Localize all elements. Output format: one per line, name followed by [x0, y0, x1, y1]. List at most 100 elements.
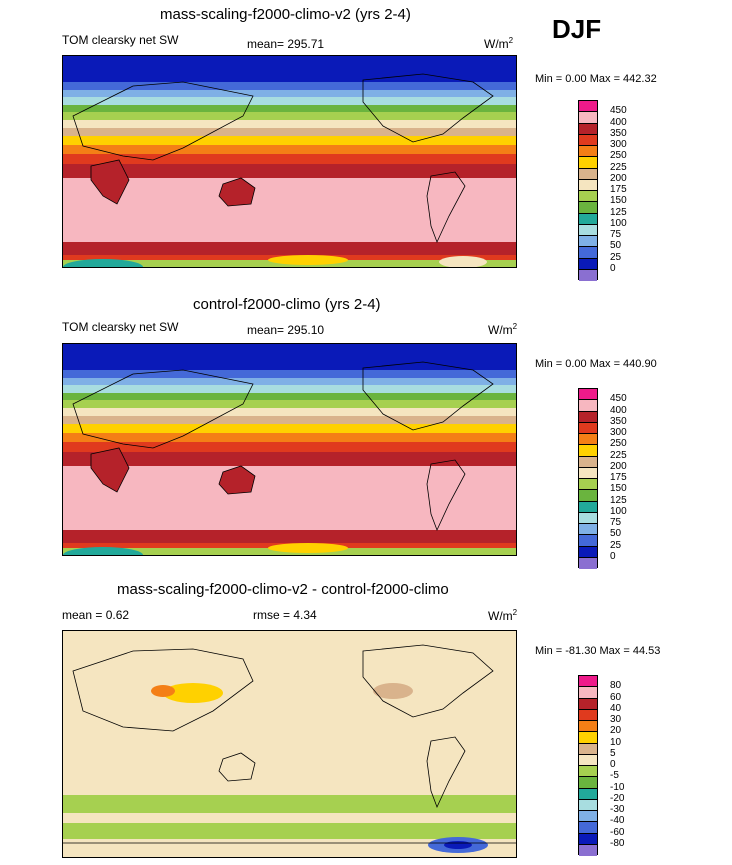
panel2-field [63, 344, 516, 555]
colorbar-cell [579, 236, 597, 248]
panel3-colorbar [578, 675, 598, 856]
colorbar-label: 300 [610, 139, 627, 150]
panel3-mean: mean = 0.62 [62, 608, 130, 622]
colorbar-cell [579, 698, 597, 710]
colorbar-cell [579, 213, 597, 225]
panel2-title: control-f2000-climo (yrs 2-4) [193, 296, 381, 313]
colorbar-label: 100 [610, 505, 627, 517]
colorbar-label: 0 [610, 550, 616, 562]
panel3-field [63, 631, 516, 857]
colorbar-label: 25 [610, 251, 622, 263]
panel2-variable: TOM clearsky net SW [62, 320, 179, 334]
colorbar-label: 150 [610, 195, 627, 207]
panel1-map [62, 55, 517, 268]
colorbar-label: -5 [610, 770, 619, 782]
colorbar-label: 20 [610, 725, 622, 737]
colorbar-label: 350 [610, 415, 627, 427]
colorbar-cell [579, 788, 597, 800]
colorbar-label: 10 [610, 736, 622, 748]
panel1-field [63, 56, 516, 267]
colorbar-label: 450 [610, 393, 627, 405]
colorbar-label: -20 [610, 792, 625, 804]
colorbar-cell [579, 687, 597, 699]
colorbar-cell [579, 524, 597, 536]
colorbar-label: 150 [610, 483, 627, 495]
colorbar-cell [579, 191, 597, 203]
colorbar-label: 100 [610, 217, 627, 229]
panel1-colorbar [578, 100, 598, 281]
colorbar-cell [579, 512, 597, 524]
colorbar-label: 125 [610, 494, 627, 506]
colorbar-cell [579, 535, 597, 547]
colorbar-cell [579, 490, 597, 502]
colorbar-cell [579, 247, 597, 259]
colorbar-label: -30 [610, 804, 625, 815]
colorbar-label: 200 [610, 460, 627, 472]
colorbar-cell [579, 456, 597, 468]
colorbar-cell [579, 112, 597, 124]
colorbar-label: 400 [610, 404, 627, 416]
colorbar-cell [579, 202, 597, 214]
colorbar-cell [579, 754, 597, 766]
colorbar-cell [579, 411, 597, 423]
panel3-minmax: Min = -81.30 Max = 44.53 [535, 645, 661, 657]
panel2-map [62, 343, 517, 556]
colorbar-cell [579, 400, 597, 412]
colorbar-label: 0 [610, 262, 616, 274]
colorbar-label: 75 [610, 517, 622, 528]
panel2-minmax: Min = 0.00 Max = 440.90 [535, 358, 657, 370]
panel1-variable: TOM clearsky net SW [62, 33, 179, 47]
colorbar-cell [579, 434, 597, 446]
colorbar-cell [579, 422, 597, 434]
colorbar-label: 175 [610, 184, 627, 195]
colorbar-label: 50 [610, 240, 622, 252]
colorbar-label: 125 [610, 206, 627, 218]
colorbar-cell [579, 811, 597, 823]
colorbar-cell [579, 833, 597, 845]
panel3-rmse: rmse = 4.34 [253, 608, 317, 622]
panel1-units: W/m2 [484, 36, 514, 51]
colorbar-cell [579, 743, 597, 755]
colorbar-label: 200 [610, 172, 627, 184]
colorbar-cell [579, 134, 597, 146]
colorbar-cell [579, 224, 597, 236]
colorbar-label: -40 [610, 815, 625, 827]
colorbar-label: 5 [610, 747, 616, 759]
colorbar-label: 225 [610, 449, 627, 461]
colorbar-cell [579, 546, 597, 558]
colorbar-cell [579, 101, 597, 113]
panel3-title: mass-scaling-f2000-climo-v2 - control-f2… [117, 581, 449, 598]
colorbar-cell [579, 799, 597, 811]
colorbar-label: -10 [610, 781, 625, 793]
panel1-minmax: Min = 0.00 Max = 442.32 [535, 73, 657, 85]
panel1-title: mass-scaling-f2000-climo-v2 (yrs 2-4) [160, 6, 411, 23]
colorbar-cell [579, 844, 597, 856]
panel1-mean: mean= 295.71 [247, 37, 325, 51]
panel2-mean: mean= 295.10 [247, 323, 325, 337]
colorbar-label: 250 [610, 438, 627, 450]
colorbar-cell [579, 467, 597, 479]
colorbar-label: 250 [610, 150, 627, 162]
colorbar-cell [579, 123, 597, 135]
colorbar-label: 175 [610, 472, 627, 483]
colorbar-cell [579, 258, 597, 270]
colorbar-cell [579, 676, 597, 688]
panel3-map [62, 630, 517, 858]
colorbar-label: 25 [610, 539, 622, 551]
colorbar-label: 75 [610, 229, 622, 240]
colorbar-label: 60 [610, 691, 622, 703]
colorbar-cell [579, 732, 597, 744]
colorbar-cell [579, 389, 597, 401]
colorbar-cell [579, 269, 597, 281]
season-label: DJF [552, 14, 602, 44]
colorbar-cell [579, 501, 597, 513]
colorbar-label: 50 [610, 528, 622, 540]
colorbar-label: 350 [610, 127, 627, 139]
colorbar-label: 300 [610, 427, 627, 438]
colorbar-cell [579, 777, 597, 789]
colorbar-cell [579, 157, 597, 169]
colorbar-label: 30 [610, 714, 622, 725]
colorbar-cell [579, 479, 597, 491]
colorbar-label: 225 [610, 161, 627, 173]
colorbar-cell [579, 445, 597, 457]
